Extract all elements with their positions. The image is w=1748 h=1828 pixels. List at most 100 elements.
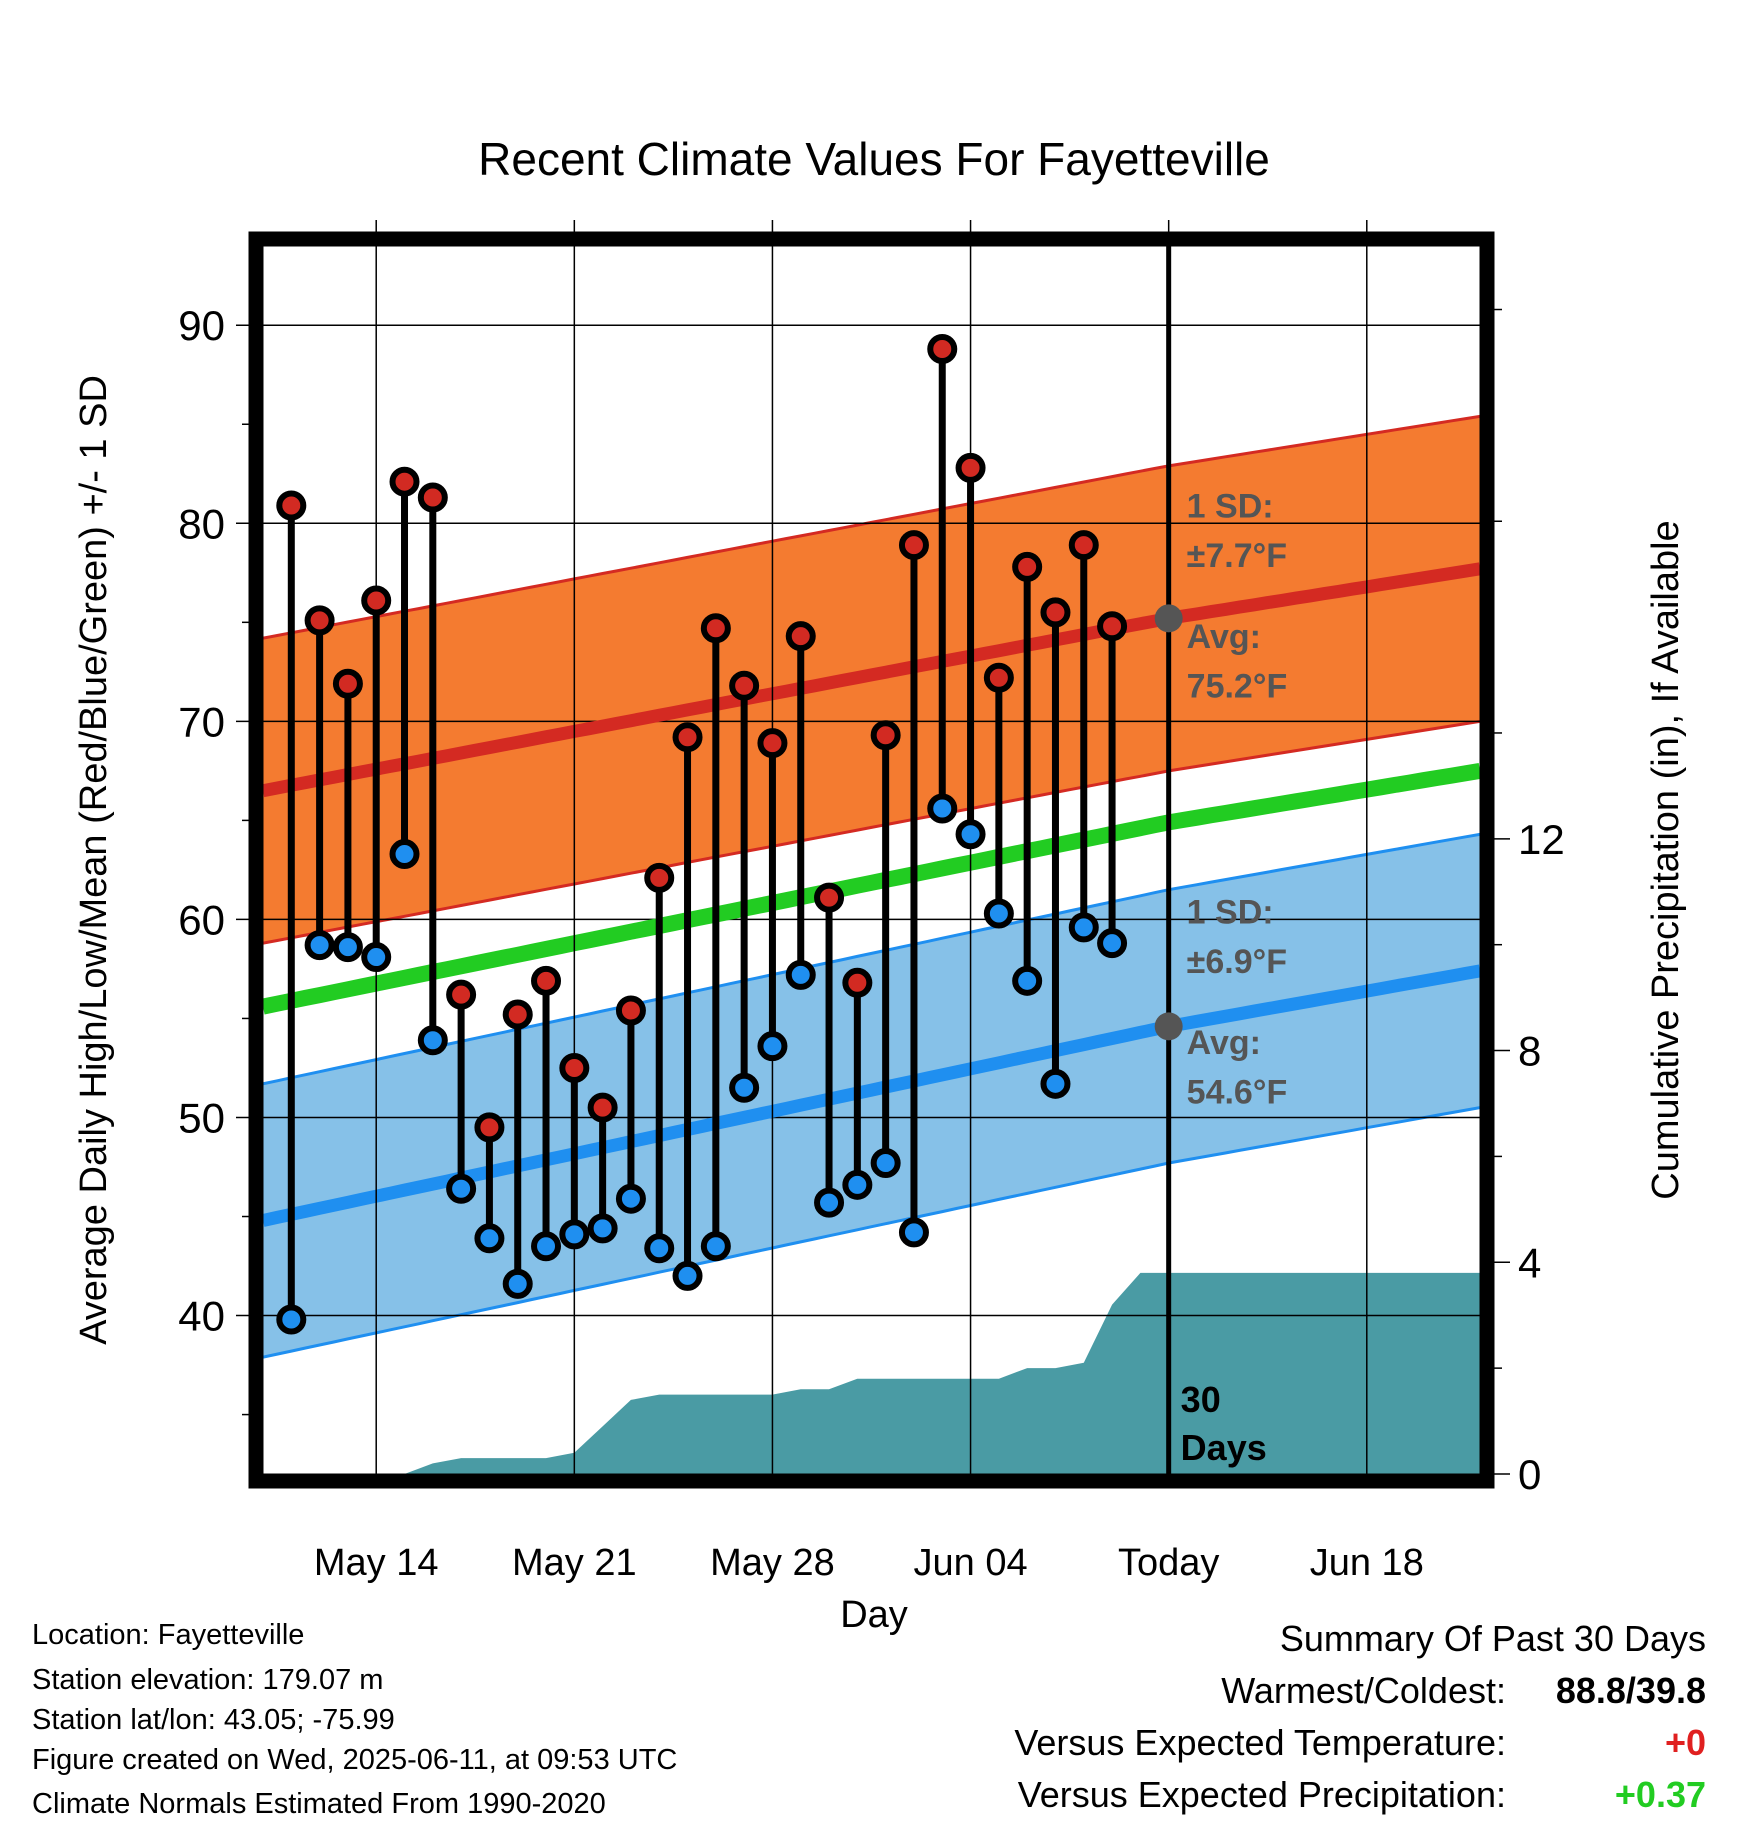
low-temp-point <box>502 1268 533 1299</box>
low-temp-point <box>276 1304 307 1335</box>
high-sd-lower-edge <box>263 719 1480 945</box>
high-temp-point <box>1012 551 1043 582</box>
high-temp-point <box>644 862 675 893</box>
high-sd-value: ±7.7°F <box>1187 537 1287 575</box>
y-tick-label: 90 <box>178 302 225 349</box>
low-temp-point <box>898 1217 929 1248</box>
today-low-normal-marker <box>1154 1012 1183 1041</box>
y2-axis-label: Cumulative Precipitation (in), If Availa… <box>1645 520 1687 1199</box>
low-temp-point <box>870 1148 901 1179</box>
high-temp-point <box>1040 597 1071 628</box>
high-temp-point <box>757 728 788 759</box>
created-text: Figure created on Wed, 2025-06-11, at 09… <box>32 1744 678 1776</box>
x-tick-label: May 14 <box>314 1542 439 1584</box>
low-temp-point <box>729 1072 760 1103</box>
summary-title: Summary Of Past 30 Days <box>1280 1618 1706 1660</box>
high-normal-line <box>263 562 1480 798</box>
location-text: Location: Fayetteville <box>32 1619 305 1651</box>
low-sd-value: ±6.9°F <box>1187 943 1287 981</box>
y2-tick-label: 12 <box>1518 816 1565 863</box>
high-temp-point <box>842 967 873 998</box>
normals-text: Climate Normals Estimated From 1990-2020 <box>32 1788 606 1820</box>
low-temp-point <box>785 959 816 990</box>
high-temp-point <box>729 670 760 701</box>
low-temp-point <box>842 1169 873 1200</box>
low-temp-point <box>757 1031 788 1062</box>
low-avg-label: Avg: <box>1187 1024 1261 1062</box>
warmest-value: 88.8/39.8 <box>1555 1670 1706 1711</box>
x-axis-label-text: Day <box>840 1594 908 1636</box>
summary-title-text: Summary Of Past 30 Days <box>1279 1618 1706 1659</box>
high-temp-point <box>1097 611 1128 642</box>
summary-precip: Versus Expected Precipitation: +0.37 <box>1018 1774 1706 1816</box>
y-tick-label: 60 <box>178 896 225 943</box>
latlon-text: Station lat/lon: 43.05; -75.99 <box>32 1704 395 1736</box>
high-temp-point <box>502 999 533 1030</box>
normals-note: Climate Normals Estimated From 1990-2020 <box>32 1787 606 1821</box>
precip-area <box>263 1272 1480 1474</box>
x-tick-label: Jun 04 <box>914 1542 1028 1584</box>
station-info: Location: Fayetteville <box>32 1618 304 1652</box>
x-tick-label: Today <box>1118 1542 1219 1584</box>
mean-normal-line <box>263 763 1480 1015</box>
y-tick-label: 40 <box>178 1293 225 1340</box>
precip-value: +0.37 <box>1614 1774 1706 1815</box>
y-tick-label: 50 <box>178 1094 225 1141</box>
y2-tick-label: 4 <box>1518 1239 1541 1286</box>
low-sd-lower-edge <box>263 1106 1480 1359</box>
x-tick-label: May 21 <box>512 1542 637 1584</box>
low-temp-point <box>814 1187 845 1218</box>
low-temp-point <box>474 1223 505 1254</box>
low-temp-point <box>1068 912 1099 943</box>
high-sd-upper-edge <box>263 414 1480 640</box>
high-avg-value: 75.2°F <box>1187 668 1288 706</box>
summary-warmest: Warmest/Coldest: 88.8/39.8 <box>1221 1670 1706 1712</box>
temp-value: +0 <box>1664 1722 1706 1763</box>
low-temp-point <box>700 1231 731 1262</box>
high-temp-point <box>361 585 392 616</box>
high-temp-point <box>898 530 929 561</box>
today-high-normal-marker <box>1154 604 1183 633</box>
y-tick-label: 70 <box>178 698 225 745</box>
low-temp-point <box>417 1025 448 1056</box>
low-temp-point <box>672 1260 703 1291</box>
figure-created: Figure created on Wed, 2025-06-11, at 09… <box>32 1743 677 1777</box>
plot-frame <box>248 231 1495 1489</box>
low-temp-point <box>644 1233 675 1264</box>
high-temp-point <box>1068 530 1099 561</box>
low-temp-point <box>559 1219 590 1250</box>
low-temp-point <box>1097 928 1128 959</box>
days-label-line1: 30 <box>1181 1379 1221 1420</box>
y2-tick-label: 0 <box>1518 1451 1541 1498</box>
low-temp-point <box>1012 965 1043 996</box>
high-temp-point <box>927 333 958 364</box>
low-temp-point <box>389 839 420 870</box>
low-avg-value: 54.6°F <box>1187 1074 1288 1112</box>
low-temp-point <box>927 793 958 824</box>
low-temp-point <box>587 1213 618 1244</box>
low-temp-point <box>615 1183 646 1214</box>
x-tick-label: May 28 <box>710 1542 835 1584</box>
x-axis-title: Day <box>840 1594 908 1636</box>
low-temp-point <box>304 930 335 961</box>
low-temp-point <box>332 932 363 963</box>
y-axis-label: Average Daily High/Low/Mean (Red/Blue/Gr… <box>73 375 115 1345</box>
y-tick-label: 80 <box>178 500 225 547</box>
y2-tick-label: 8 <box>1518 1028 1541 1075</box>
high-temp-point <box>615 995 646 1026</box>
high-temp-point <box>304 605 335 636</box>
low-temp-point <box>983 898 1014 929</box>
high-temp-point <box>389 466 420 497</box>
high-temp-point <box>955 452 986 483</box>
high-temp-point <box>672 722 703 753</box>
low-sd-upper-edge <box>263 832 1480 1086</box>
high-temp-point <box>446 979 477 1010</box>
elevation-text: Station elevation: 179.07 m <box>32 1664 384 1696</box>
high-temp-point <box>332 668 363 699</box>
days-label-line2: Days <box>1181 1427 1267 1468</box>
x-tick-label: Jun 18 <box>1310 1542 1424 1584</box>
chart-title: Recent Climate Values For Fayetteville <box>478 133 1270 185</box>
high-avg-label: Avg: <box>1187 618 1261 656</box>
low-temp-point <box>446 1173 477 1204</box>
station-elevation: Station elevation: 179.07 m <box>32 1663 383 1697</box>
